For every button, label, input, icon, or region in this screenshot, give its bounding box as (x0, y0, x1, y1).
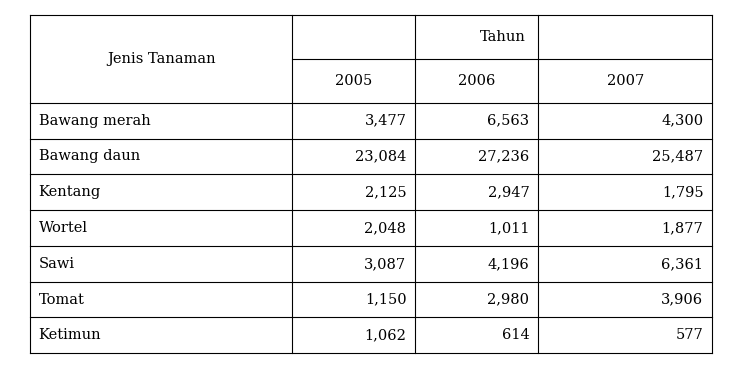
Text: 2005: 2005 (335, 74, 372, 88)
Text: Tomat: Tomat (39, 293, 85, 307)
Text: 2,980: 2,980 (487, 293, 529, 307)
Text: 2007: 2007 (607, 74, 644, 88)
Text: 2,947: 2,947 (487, 185, 529, 199)
Text: 2006: 2006 (458, 74, 496, 88)
Text: 27,236: 27,236 (478, 149, 529, 163)
Text: Bawang merah: Bawang merah (39, 114, 151, 128)
Text: 2,125: 2,125 (365, 185, 407, 199)
Text: Tahun: Tahun (479, 30, 525, 44)
Text: 25,487: 25,487 (652, 149, 703, 163)
Text: 577: 577 (676, 328, 703, 342)
Text: 6,361: 6,361 (661, 257, 703, 271)
Text: Ketimun: Ketimun (39, 328, 101, 342)
Text: Jenis Tanaman: Jenis Tanaman (107, 52, 215, 66)
Text: 614: 614 (502, 328, 529, 342)
Text: 1,877: 1,877 (662, 221, 703, 235)
Text: 3,906: 3,906 (661, 293, 703, 307)
Text: 3,087: 3,087 (364, 257, 407, 271)
Text: 1,062: 1,062 (364, 328, 407, 342)
Text: 6,563: 6,563 (487, 114, 529, 128)
Text: 1,795: 1,795 (662, 185, 703, 199)
Text: 3,477: 3,477 (364, 114, 407, 128)
Text: Bawang daun: Bawang daun (39, 149, 139, 163)
Text: 1,150: 1,150 (365, 293, 407, 307)
Text: 4,300: 4,300 (661, 114, 703, 128)
Text: 23,084: 23,084 (355, 149, 407, 163)
Text: Sawi: Sawi (39, 257, 75, 271)
Text: Kentang: Kentang (39, 185, 101, 199)
Text: 4,196: 4,196 (487, 257, 529, 271)
Text: 1,011: 1,011 (487, 221, 529, 235)
Text: 2,048: 2,048 (364, 221, 407, 235)
Text: Wortel: Wortel (39, 221, 88, 235)
